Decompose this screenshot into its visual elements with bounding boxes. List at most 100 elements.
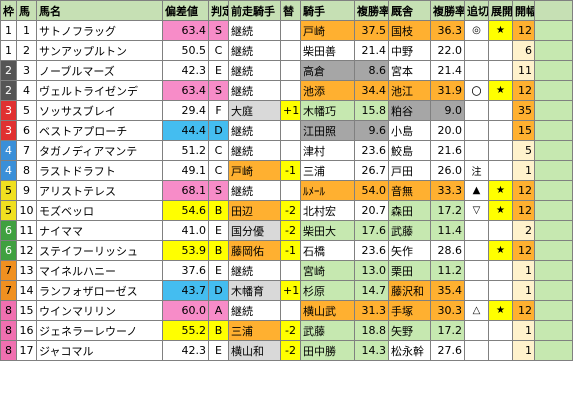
table-row: 2 4 ヴェルトライゼンデ 63.4 S 継続 池添 34.4 池江 31.9 〇 ★ 12	[0, 80, 573, 101]
horse-name-cell: ノーブルマーズ	[36, 60, 163, 81]
extra-cell	[534, 200, 573, 221]
change-cell	[280, 140, 301, 161]
uma-cell: 11	[16, 220, 37, 241]
waku-cell: 7	[0, 280, 17, 301]
kaifuku-cell: 1	[512, 260, 535, 281]
table-row: 8 15 ウインマリリン 60.0 A 継続 横山武 31.3 手塚 30.3 △ ★ 12	[0, 300, 573, 321]
uma-cell: 13	[16, 260, 37, 281]
horse-name-cell: ソッサスブレイ	[36, 100, 163, 121]
stable-cell: 戸田	[388, 160, 431, 181]
jockey-cell: 田中勝	[300, 340, 355, 361]
jockey-rate-cell: 23.6	[354, 240, 389, 261]
header-oikiri: 追切	[464, 0, 489, 21]
extra-cell	[534, 20, 573, 41]
uma-cell: 5	[16, 100, 37, 121]
stable-cell: 音無	[388, 180, 431, 201]
oikiri-mark-cell	[464, 320, 489, 341]
stable-rate-cell: 36.3	[430, 20, 465, 41]
oikiri-mark-cell: ▲	[464, 180, 489, 201]
uma-cell: 10	[16, 200, 37, 221]
kaifuku-cell: 12	[512, 80, 535, 101]
change-cell: -2	[280, 220, 301, 241]
stable-rate-cell: 20.0	[430, 120, 465, 141]
tenkai-mark-cell	[488, 100, 513, 121]
kaifuku-cell: 35	[512, 100, 535, 121]
jockey-rate-cell: 15.8	[354, 100, 389, 121]
prev-jockey-cell: 継続	[228, 260, 281, 281]
oikiri-mark-cell: 〇	[464, 80, 489, 101]
change-cell: -1	[280, 160, 301, 181]
header-tenkai: 展開	[488, 0, 513, 21]
kaifuku-cell: 1	[512, 320, 535, 341]
jockey-cell: 宮崎	[300, 260, 355, 281]
kaifuku-cell: 2	[512, 220, 535, 241]
change-cell	[280, 300, 301, 321]
tenkai-mark-cell	[488, 280, 513, 301]
stable-cell: 中野	[388, 40, 431, 61]
horse-name-cell: アリストテレス	[36, 180, 163, 201]
stable-cell: 藤沢和	[388, 280, 431, 301]
header-change: 替	[280, 0, 301, 21]
change-cell	[280, 120, 301, 141]
score-cell: 63.4	[162, 20, 209, 41]
horse-name-cell: ウインマリリン	[36, 300, 163, 321]
horse-name-cell: モズベッロ	[36, 200, 163, 221]
kaifuku-cell: 5	[512, 140, 535, 161]
waku-cell: 4	[0, 140, 17, 161]
score-cell: 42.3	[162, 60, 209, 81]
stable-cell: 武藤	[388, 220, 431, 241]
waku-cell: 7	[0, 260, 17, 281]
jockey-cell: 柴田善	[300, 40, 355, 61]
stable-rate-cell: 11.2	[430, 260, 465, 281]
jockey-cell: 戸崎	[300, 20, 355, 41]
stable-cell: 矢作	[388, 240, 431, 261]
stable-rate-cell: 17.2	[430, 200, 465, 221]
extra-cell	[534, 240, 573, 261]
uma-cell: 4	[16, 80, 37, 101]
grade-cell: A	[208, 300, 229, 321]
header-uma: 馬	[16, 0, 37, 21]
oikiri-mark-cell: △	[464, 300, 489, 321]
table-row: 1 1 サトノフラッグ 63.4 S 継続 戸崎 37.5 国枝 36.3 ◎ ★ 12	[0, 20, 573, 41]
waku-cell: 3	[0, 100, 17, 121]
jockey-rate-cell: 17.6	[354, 220, 389, 241]
oikiri-mark-cell: ▽	[464, 200, 489, 221]
jockey-cell: 木幡巧	[300, 100, 355, 121]
change-cell	[280, 260, 301, 281]
extra-cell	[534, 280, 573, 301]
horse-name-cell: ラストドラフト	[36, 160, 163, 181]
prev-jockey-cell: 継続	[228, 300, 281, 321]
table-row: 2 3 ノーブルマーズ 42.3 E 継続 高倉 8.6 宮本 21.4 11	[0, 60, 573, 81]
prev-jockey-cell: 藤岡佑	[228, 240, 281, 261]
uma-cell: 7	[16, 140, 37, 161]
score-cell: 60.0	[162, 300, 209, 321]
kaifuku-cell: 12	[512, 200, 535, 221]
header-prev-jockey: 前走騎手	[228, 0, 281, 21]
extra-cell	[534, 320, 573, 341]
score-cell: 43.7	[162, 280, 209, 301]
score-cell: 41.0	[162, 220, 209, 241]
jockey-cell: 三浦	[300, 160, 355, 181]
extra-cell	[534, 80, 573, 101]
header-jockey-rate: 複勝率	[354, 0, 389, 21]
change-cell: -2	[280, 340, 301, 361]
prev-jockey-cell: 田辺	[228, 200, 281, 221]
score-cell: 42.3	[162, 340, 209, 361]
oikiri-mark-cell	[464, 100, 489, 121]
oikiri-mark-cell: 注	[464, 160, 489, 181]
extra-cell	[534, 40, 573, 61]
kaifuku-cell: 1	[512, 280, 535, 301]
prev-jockey-cell: 継続	[228, 140, 281, 161]
jockey-rate-cell: 9.6	[354, 120, 389, 141]
table-row: 3 6 ベストアプローチ 44.4 D 継続 江田照 9.6 小島 20.0 15	[0, 120, 573, 141]
grade-cell: E	[208, 260, 229, 281]
stable-rate-cell: 31.9	[430, 80, 465, 101]
header-grade: 判定	[208, 0, 229, 21]
horse-name-cell: ランフォザローゼス	[36, 280, 163, 301]
waku-cell: 1	[0, 20, 17, 41]
grade-cell: C	[208, 160, 229, 181]
oikiri-mark-cell	[464, 140, 489, 161]
stable-rate-cell: 11.4	[430, 220, 465, 241]
jockey-rate-cell: 23.6	[354, 140, 389, 161]
horse-name-cell: ジェネラーレウーノ	[36, 320, 163, 341]
